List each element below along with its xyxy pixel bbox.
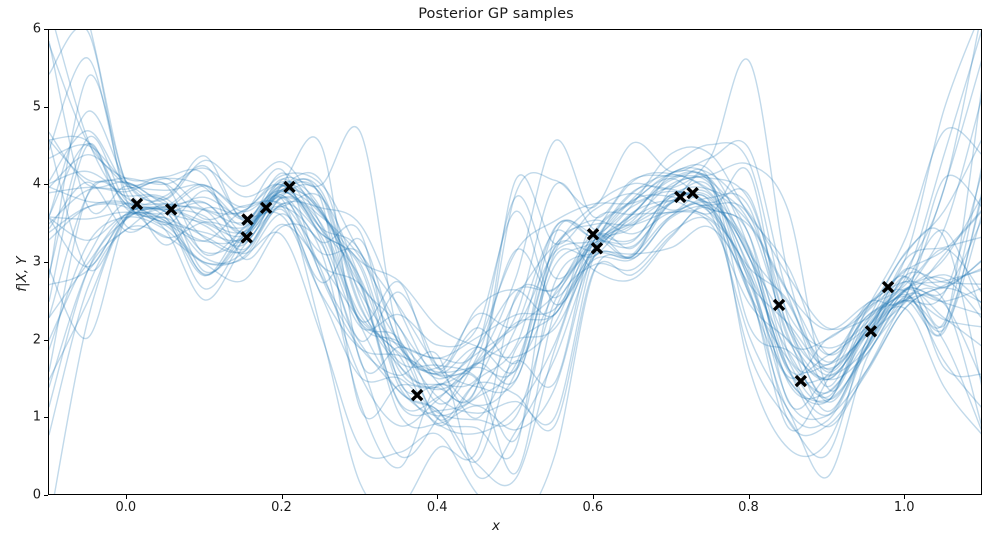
posterior-sample-line: [49, 170, 981, 427]
observation-marker: [283, 180, 296, 194]
y-tick-mark: [44, 339, 48, 341]
x-tick-label: 0.4: [426, 500, 448, 515]
posterior-sample-line: [49, 195, 981, 437]
posterior-sample-lines: [49, 30, 981, 494]
posterior-sample-line: [49, 154, 981, 460]
x-tick-label: 1.0: [893, 500, 915, 515]
plot-area: [48, 29, 982, 495]
x-tick-label: 0.6: [582, 500, 604, 515]
y-tick-label: 4: [32, 176, 41, 192]
posterior-sample-line: [49, 98, 981, 405]
x-tick-label: 0.2: [271, 500, 292, 515]
posterior-sample-line: [49, 130, 981, 469]
observation-marker: [794, 374, 808, 388]
posterior-sample-line: [49, 142, 981, 432]
posterior-sample-line: [49, 58, 981, 427]
observation-marker: [772, 298, 786, 312]
posterior-sample-line: [53, 184, 981, 494]
y-tick-label: 5: [32, 99, 41, 115]
y-tick-label: 3: [32, 254, 41, 270]
posterior-sample-line: [49, 170, 981, 429]
y-axis-tick-labels: 0 1 2 3 4 5 6: [0, 0, 41, 547]
posterior-sample-line: [49, 202, 981, 464]
observation-marker: [864, 325, 878, 338]
posterior-sample-line: [49, 57, 981, 426]
posterior-sample-line: [54, 30, 975, 375]
observation-marker: [164, 203, 178, 216]
posterior-sample-line: [49, 40, 981, 421]
posterior-sample-line: [49, 167, 981, 480]
observation-marker: [686, 186, 699, 200]
y-tick-mark: [44, 184, 48, 186]
observation-marker: [410, 388, 424, 402]
y-tick-mark: [44, 417, 48, 419]
posterior-sample-line: [49, 110, 981, 412]
posterior-sample-line: [90, 30, 981, 459]
posterior-sample-line: [49, 176, 981, 494]
observation-marker: [130, 197, 144, 211]
posterior-sample-line: [49, 185, 981, 431]
y-tick-label: 0: [32, 487, 41, 503]
posterior-sample-line: [49, 139, 981, 487]
posterior-sample-line: [49, 163, 981, 435]
plot-canvas: [49, 30, 981, 494]
posterior-sample-line: [49, 167, 981, 378]
posterior-sample-line: [49, 135, 981, 427]
posterior-sample-line: [49, 140, 981, 403]
observation-marker: [881, 280, 895, 294]
posterior-sample-line: [49, 195, 981, 475]
x-tick-mark: [904, 495, 906, 499]
posterior-sample-line: [49, 60, 981, 494]
x-tick-mark: [437, 495, 439, 499]
posterior-sample-line: [49, 126, 981, 408]
x-axis-label: x: [492, 518, 500, 534]
observation-marker: [259, 201, 273, 215]
y-tick-mark: [44, 495, 48, 497]
x-tick-mark: [748, 495, 750, 499]
y-tick-label: 6: [32, 21, 41, 37]
posterior-sample-line: [49, 30, 981, 374]
posterior-sample-line: [49, 30, 979, 391]
posterior-sample-line: [49, 142, 981, 403]
posterior-sample-line: [49, 74, 981, 410]
observation-marker: [586, 228, 600, 241]
posterior-sample-line: [49, 174, 981, 404]
y-tick-mark: [44, 29, 48, 31]
posterior-sample-line: [49, 127, 981, 420]
posterior-sample-line: [49, 43, 981, 427]
posterior-sample-line: [49, 135, 981, 417]
posterior-sample-line: [49, 190, 981, 436]
posterior-sample-line: [49, 139, 981, 386]
y-tick-label: 2: [32, 332, 41, 348]
observation-marker: [241, 213, 254, 226]
posterior-sample-line: [49, 88, 981, 459]
x-tick-label: 0.8: [738, 500, 759, 515]
y-tick-mark: [44, 106, 48, 108]
posterior-sample-line: [49, 171, 981, 394]
chart-title: Posterior GP samples: [418, 6, 574, 22]
x-tick-mark: [125, 495, 127, 499]
observation-marker: [240, 231, 253, 244]
x-tick-mark: [592, 495, 594, 499]
x-tick-label: 0.0: [115, 500, 137, 515]
observation-marker: [590, 242, 604, 255]
observation-markers: [130, 180, 895, 402]
x-tick-mark: [281, 495, 283, 499]
y-tick-label: 1: [32, 409, 41, 425]
observation-marker: [674, 190, 687, 204]
posterior-sample-line: [49, 30, 981, 443]
posterior-sample-line: [49, 139, 981, 377]
y-tick-mark: [44, 262, 48, 264]
